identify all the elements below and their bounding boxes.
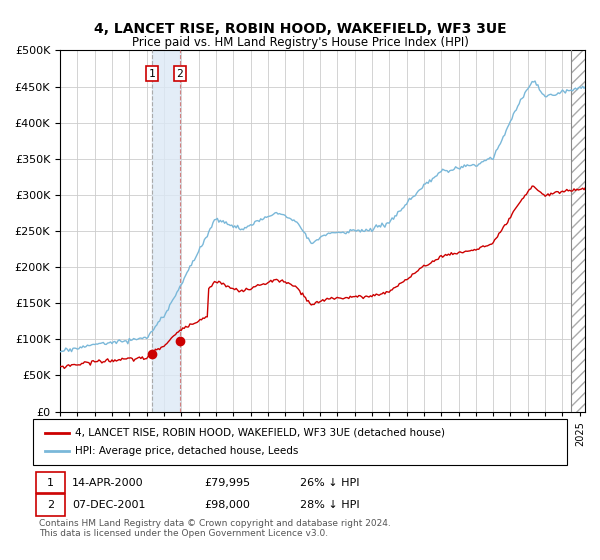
Text: 4, LANCET RISE, ROBIN HOOD, WAKEFIELD, WF3 3UE: 4, LANCET RISE, ROBIN HOOD, WAKEFIELD, W… <box>94 22 506 36</box>
Text: HPI: Average price, detached house, Leeds: HPI: Average price, detached house, Leed… <box>75 446 298 456</box>
Text: This data is licensed under the Open Government Licence v3.0.: This data is licensed under the Open Gov… <box>39 529 328 538</box>
Text: 1: 1 <box>148 68 155 78</box>
Text: 26% ↓ HPI: 26% ↓ HPI <box>300 478 359 488</box>
Text: Contains HM Land Registry data © Crown copyright and database right 2024.: Contains HM Land Registry data © Crown c… <box>39 519 391 528</box>
Text: Price paid vs. HM Land Registry's House Price Index (HPI): Price paid vs. HM Land Registry's House … <box>131 36 469 49</box>
Text: 14-APR-2000: 14-APR-2000 <box>72 478 143 488</box>
Text: 28% ↓ HPI: 28% ↓ HPI <box>300 500 359 510</box>
Text: 2: 2 <box>176 68 183 78</box>
Text: 07-DEC-2001: 07-DEC-2001 <box>72 500 146 510</box>
Text: 1: 1 <box>47 478 54 488</box>
Text: £79,995: £79,995 <box>204 478 250 488</box>
Text: 4, LANCET RISE, ROBIN HOOD, WAKEFIELD, WF3 3UE (detached house): 4, LANCET RISE, ROBIN HOOD, WAKEFIELD, W… <box>75 428 445 438</box>
Bar <box>571 50 585 412</box>
Bar <box>152 50 180 412</box>
Text: 2: 2 <box>47 500 54 510</box>
Text: £98,000: £98,000 <box>204 500 250 510</box>
